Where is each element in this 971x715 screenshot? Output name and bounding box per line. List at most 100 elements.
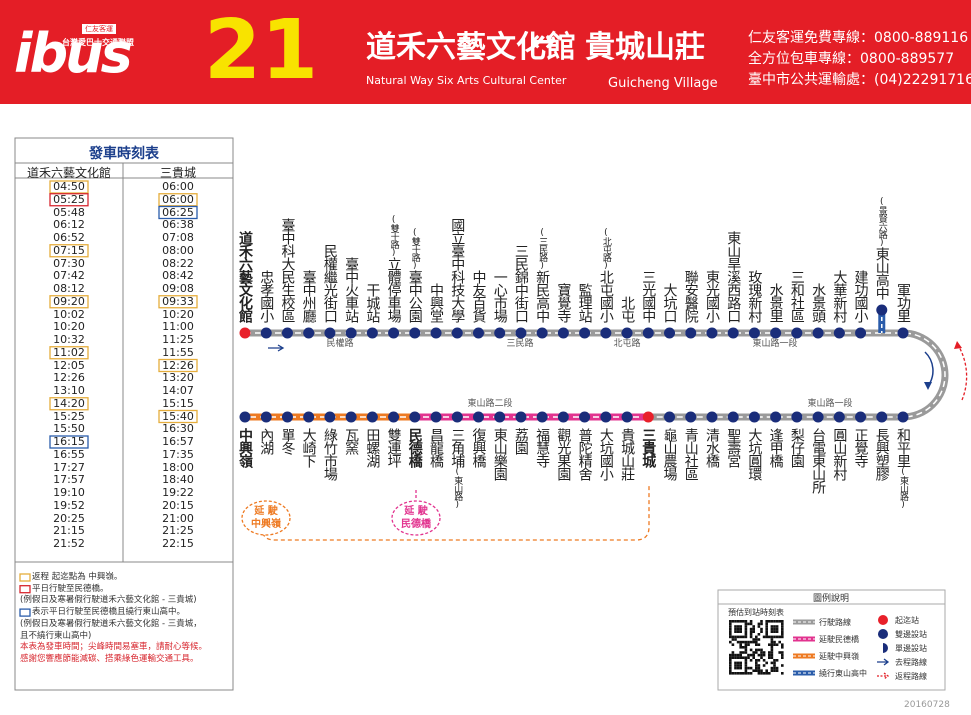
stop-dot [557,327,569,339]
qr-cell [770,653,774,657]
stop-name: 聖壽宮 [725,428,742,467]
departure-time: 17:35 [162,447,194,461]
qr-cell [736,672,740,675]
road-label-bg [465,399,515,410]
qr-cell [775,627,779,631]
qr-caption: 預估到站時刻表 [728,607,784,617]
qr-cell [768,653,771,657]
departure-time: 12:05 [53,358,85,372]
stop-dot [897,327,909,339]
contact: 全方位包車專線：0800-889577 [748,51,955,67]
stop-name: 內湖 [258,428,275,454]
qr-cell [773,635,776,639]
qr-cell [729,661,732,665]
note: 且不繞行東山高中) [20,630,92,641]
qr-cell [757,653,761,657]
qr-cell [736,625,740,628]
departure-time: 09:20 [53,294,85,308]
logo-alliance: 台灣愛巴士交通聯盟 [62,38,134,47]
qr-cell [770,648,774,652]
qr-cell [739,627,742,631]
stop-name: 昌龍橋 [428,428,445,467]
note-swatch [19,608,31,617]
departure-time: 06:12 [53,218,85,232]
qr-cell [775,666,779,670]
qr-cell [770,669,774,672]
qr-cell [734,656,737,659]
qr-cell [775,643,779,646]
qr-cell [755,661,758,665]
qr-cell [744,656,748,659]
qr-cell [781,656,784,659]
departure-time: 13:20 [162,371,194,385]
legend-label: 繞行東山高中 [819,668,867,678]
qr-cell [755,643,758,646]
departure-time: 07:42 [53,269,85,283]
stop-label: (雙十路)立體停車場 [385,215,403,322]
stop-dot [366,411,378,423]
stop-dot [685,327,697,339]
stop-label: 大坑國小 [597,428,615,480]
stop-name: 和平里 [895,428,911,467]
qr-cell [739,656,742,659]
stop-dot [515,411,527,423]
stop-label: 三光國中 [639,270,657,322]
departure-time: 05:25 [53,192,85,206]
stop-dot [621,327,633,339]
departure-time: 21:52 [53,537,85,550]
departure-time: 21:15 [53,524,85,538]
time-highlight [49,180,89,194]
stop-label: 正覺寺 [852,428,870,467]
qr-cell [770,666,774,670]
departure-time: 16:15 [53,435,85,448]
stop-name: 道禾六藝文化館 [237,231,253,322]
header-band [0,0,971,104]
qr-cell [736,640,740,644]
qr-cell [778,620,781,623]
stop-label: 雙連坪 [385,428,403,467]
qr-cell [744,625,748,628]
stop-label: 東山旱溪西路口 [724,231,742,322]
qr-cell [744,627,748,631]
qr-cell [752,669,755,672]
time-highlight [49,346,89,360]
stop-name: 三角埔 [449,428,466,467]
qr-cell [744,635,748,639]
stop-dot [579,327,591,339]
stop-label: 大崎下 [300,428,318,467]
qr-cell [760,620,763,623]
departure-time: 21:00 [162,511,194,525]
qr-cell [755,659,758,662]
stop-name: 臺中火車站 [343,257,360,322]
stop-name: 三光國中 [640,270,657,322]
stop-dot [536,411,548,423]
stop-label: 東光國小 [703,270,721,322]
stop-dot [409,411,421,423]
qr-cell [757,622,761,626]
qr-cell [770,625,774,628]
qr-cell [781,620,784,623]
departure-time: 15:25 [53,409,85,423]
qr-cell [742,651,745,654]
footer-date: 20160728 [904,700,950,710]
qr-cell [781,622,784,626]
legend-symbol [877,672,890,680]
qr-cell [765,627,768,631]
qr-cell [765,669,768,672]
qr-cell [752,625,755,628]
qr-cell [747,666,750,670]
stop-label: 東山樂園 [491,428,509,480]
qr-cell [781,664,784,667]
road-label: 東山路一段 [807,399,853,409]
qr-cell [773,627,776,631]
stop-name: 北屯 [619,296,636,322]
time-highlight [49,244,89,258]
qr-cell [736,661,740,665]
qr-cell [736,630,740,633]
qr-cell [729,659,732,662]
qr-cell [734,672,737,675]
contacts: 仁友客運免費專線：0800-889116 全方位包車專線：0800-889577… [748,28,971,91]
stop-name: 東山樂園 [491,428,508,480]
departure-time: 17:57 [53,473,85,487]
qr-cell [765,625,768,628]
